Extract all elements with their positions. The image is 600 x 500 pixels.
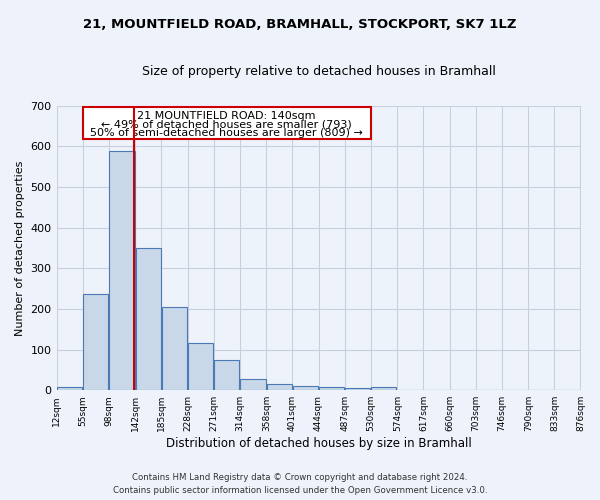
Text: 50% of semi-detached houses are larger (809) →: 50% of semi-detached houses are larger (… xyxy=(90,128,363,138)
FancyBboxPatch shape xyxy=(83,107,371,139)
Bar xyxy=(109,151,134,390)
X-axis label: Distribution of detached houses by size in Bramhall: Distribution of detached houses by size … xyxy=(166,437,472,450)
Bar xyxy=(136,248,161,390)
Bar xyxy=(266,384,292,390)
Bar xyxy=(188,342,214,390)
Bar xyxy=(57,387,82,390)
Bar xyxy=(319,388,344,390)
Text: Contains HM Land Registry data © Crown copyright and database right 2024.
Contai: Contains HM Land Registry data © Crown c… xyxy=(113,473,487,495)
Bar xyxy=(345,388,370,390)
Title: Size of property relative to detached houses in Bramhall: Size of property relative to detached ho… xyxy=(142,65,496,78)
Bar xyxy=(83,294,109,390)
Bar xyxy=(162,308,187,390)
Text: 21, MOUNTFIELD ROAD, BRAMHALL, STOCKPORT, SK7 1LZ: 21, MOUNTFIELD ROAD, BRAMHALL, STOCKPORT… xyxy=(83,18,517,30)
Text: 21 MOUNTFIELD ROAD: 140sqm: 21 MOUNTFIELD ROAD: 140sqm xyxy=(137,111,316,121)
Bar xyxy=(293,386,318,390)
Bar xyxy=(371,387,397,390)
Y-axis label: Number of detached properties: Number of detached properties xyxy=(15,160,25,336)
Bar xyxy=(214,360,239,390)
Bar xyxy=(240,379,266,390)
Text: ← 49% of detached houses are smaller (793): ← 49% of detached houses are smaller (79… xyxy=(101,120,352,130)
